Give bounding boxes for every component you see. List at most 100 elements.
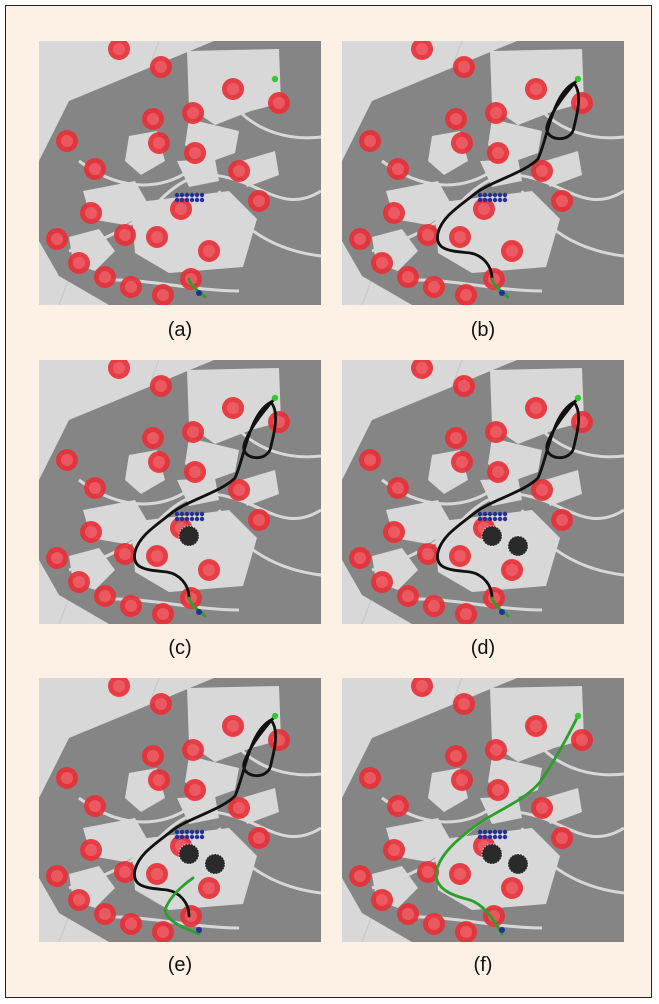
final-path [163, 876, 201, 936]
robot-marker [497, 192, 503, 198]
caption-e: (e) [167, 954, 193, 976]
robot-marker [487, 511, 493, 517]
obstacle-core [89, 482, 101, 494]
robot-marker [502, 829, 508, 835]
robot-marker [174, 197, 180, 203]
road [217, 190, 321, 258]
obstacle-core [478, 203, 490, 215]
robot-marker [487, 834, 493, 840]
obstacle-core [203, 245, 215, 257]
obstacle-core [458, 61, 470, 73]
obstacle-core [203, 882, 215, 894]
obstacle-cluster [508, 536, 528, 556]
robot-marker [174, 511, 180, 517]
obstacle-core [450, 432, 462, 444]
goal-marker [271, 712, 279, 720]
robot-marker [482, 829, 488, 835]
obstacle-core [416, 362, 428, 374]
robot-marker [179, 834, 185, 840]
obstacle-core [125, 918, 137, 930]
final-path [187, 277, 207, 299]
obstacle-cluster [179, 526, 199, 546]
obstacle-core [388, 526, 400, 538]
obstacle-core [450, 113, 462, 125]
obstacle-core [492, 147, 504, 159]
obstacle-core [458, 698, 470, 710]
obstacle-core [61, 772, 73, 784]
caption-f: (f) [473, 954, 493, 976]
obstacle-core [203, 564, 215, 576]
robot-marker [184, 834, 190, 840]
obstacle-core [153, 456, 165, 468]
obstacle-core [454, 550, 466, 562]
robot-marker [194, 197, 200, 203]
obstacle-core [556, 195, 568, 207]
obstacle-core [354, 870, 366, 882]
robot-marker [497, 829, 503, 835]
robot-marker [189, 192, 195, 198]
robot-marker [199, 829, 205, 835]
robot-marker [492, 197, 498, 203]
start-marker [499, 927, 505, 933]
robot-marker [492, 511, 498, 517]
obstacle-core [556, 514, 568, 526]
obstacle-core [388, 844, 400, 856]
robot-marker [502, 516, 508, 522]
obstacle-core [233, 802, 245, 814]
obstacle-core [99, 271, 111, 283]
robot-marker [179, 829, 185, 835]
map-e [39, 678, 321, 942]
obstacle-core [151, 868, 163, 880]
panel-a [39, 41, 321, 305]
robot-marker [487, 192, 493, 198]
robot-marker [487, 197, 493, 203]
robot-marker [194, 834, 200, 840]
obstacle-core [51, 870, 63, 882]
obstacle-core [364, 772, 376, 784]
obstacle-core [490, 744, 502, 756]
robot-marker [477, 192, 483, 198]
obstacle-core [458, 380, 470, 392]
robot-marker [194, 511, 200, 517]
obstacle-core [227, 720, 239, 732]
obstacle-core [506, 245, 518, 257]
start-marker [196, 609, 202, 615]
panel-c [39, 360, 321, 624]
obstacle-core [460, 289, 472, 301]
obstacle-core [73, 257, 85, 269]
obstacle-core [157, 608, 169, 620]
panel-d [342, 360, 624, 624]
obstacle-core [530, 83, 542, 95]
road [68, 173, 321, 253]
obstacle-core [530, 402, 542, 414]
obstacle-core [99, 908, 111, 920]
obstacle-core [253, 195, 265, 207]
obstacle-core [185, 273, 197, 285]
obstacle-core [392, 800, 404, 812]
road [540, 109, 624, 140]
robot-marker [502, 834, 508, 840]
obstacle-core [189, 466, 201, 478]
obstacle-core [175, 203, 187, 215]
obstacle-core [388, 207, 400, 219]
obstacle-core [147, 750, 159, 762]
road [68, 492, 321, 572]
robot-marker [184, 192, 190, 198]
start-marker [499, 609, 505, 615]
robot-marker [482, 511, 488, 517]
obstacle-cluster-texture [178, 843, 200, 865]
final-path [490, 277, 510, 299]
obstacle-core [364, 135, 376, 147]
map-b [342, 41, 624, 305]
obstacle-core [125, 281, 137, 293]
robot-marker [497, 197, 503, 203]
obstacle-core [119, 866, 131, 878]
obstacle-core [227, 83, 239, 95]
obstacle-core [85, 526, 97, 538]
obstacle-core [153, 774, 165, 786]
obstacle-core [147, 432, 159, 444]
panel-e [39, 678, 321, 942]
robot-marker [194, 192, 200, 198]
obstacle-core [119, 548, 131, 560]
robot-marker [184, 829, 190, 835]
